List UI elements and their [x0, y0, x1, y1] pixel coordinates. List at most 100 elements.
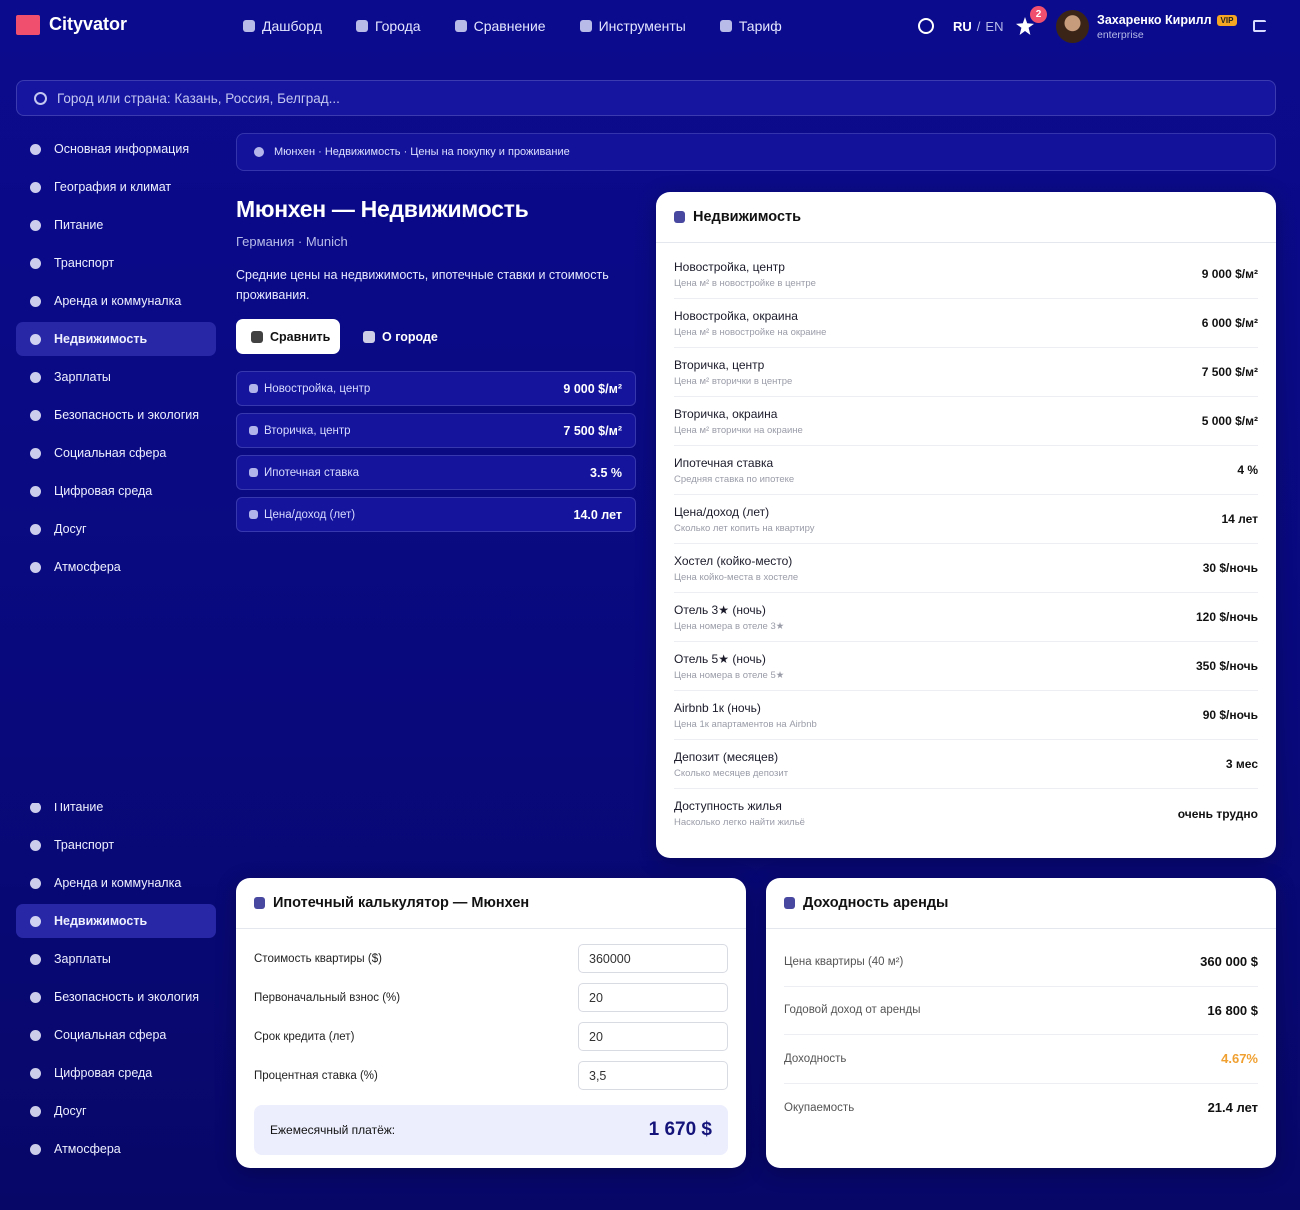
- sidebar-item[interactable]: Досуг: [16, 1094, 216, 1128]
- row-name: Новостройка, центр: [674, 259, 785, 274]
- sidebar-item[interactable]: Питание: [16, 803, 216, 824]
- row-value: 9 000 $/м²: [1201, 267, 1258, 281]
- row-value: 6 000 $/м²: [1201, 316, 1258, 330]
- stat-row: Вторичка, центр 7 500 $/м²: [236, 413, 636, 448]
- logout[interactable]: [1253, 20, 1266, 32]
- sidebar-item[interactable]: Цифровая среда: [16, 1056, 216, 1090]
- sidebar-icon: [30, 877, 41, 889]
- compare-button[interactable]: Сравнить: [236, 319, 340, 354]
- search-icon[interactable]: [918, 18, 934, 34]
- sidebar-item[interactable]: География и климат: [16, 170, 216, 204]
- row-value: 7 500 $/м²: [1201, 365, 1258, 379]
- yield-card: Доходность аренды Цена квартиры (40 м²) 3…: [766, 878, 1276, 1168]
- row-name: Вторичка, центр: [674, 357, 765, 372]
- sidebar-item[interactable]: Досуг: [16, 512, 216, 546]
- sidebar-item[interactable]: Транспорт: [16, 828, 216, 862]
- sidebar-item[interactable]: Зарплаты: [16, 942, 216, 976]
- lang-sep: /: [976, 19, 981, 34]
- row-text: Новостройка, окраина Цена м² в новостройк…: [674, 309, 826, 338]
- sidebar-list: Питание Транспорт Аренда и коммуналка Недви…: [16, 803, 216, 1166]
- row-text: Ипотечная ставка Средняя ставка по ипотек…: [674, 456, 794, 485]
- sidebar-item[interactable]: Питание: [16, 208, 216, 242]
- card-header: Ипотечный калькулятор — Мюнхен: [236, 878, 746, 929]
- row-name: Отель 3★ (ночь): [674, 602, 766, 617]
- nav-label: Дашборд: [262, 18, 322, 34]
- row-text: Депозит (месяцев) Сколько месяцев депозит: [674, 750, 788, 779]
- sidebar-item[interactable]: Недвижимость: [16, 322, 216, 356]
- field-input[interactable]: 20: [578, 983, 728, 1012]
- notif-badge: 2: [1030, 6, 1047, 23]
- sidebar-item[interactable]: Аренда и коммуналка: [16, 866, 216, 900]
- field-label: Срок кредита (лет): [254, 1030, 355, 1043]
- sidebar-icon: [30, 219, 41, 231]
- yield-value: 4.67%: [1221, 1051, 1258, 1067]
- nav-item[interactable]: Инструменты: [579, 18, 686, 34]
- search-box[interactable]: Город или страна: Казань, Россия, Белгра…: [16, 80, 1276, 116]
- user-name: Захаренко Кирилл: [1097, 13, 1212, 27]
- stat-value: 14.0 лет: [573, 507, 623, 522]
- page-subtitle: Германия · Munich: [236, 234, 348, 249]
- card-title: Ипотечный калькулятор — Мюнхен: [273, 895, 530, 911]
- sidebar-label: Аренда и коммуналка: [54, 294, 182, 308]
- field-input[interactable]: 20: [578, 1022, 728, 1051]
- sidebar-label: Недвижимость: [54, 332, 148, 346]
- sidebar-item[interactable]: Цифровая среда: [16, 474, 216, 508]
- nav-icon: [719, 20, 732, 32]
- card-header: Недвижимость: [656, 192, 1276, 243]
- sidebar-label: Атмосфера: [54, 560, 121, 574]
- sidebar-label: Досуг: [54, 522, 87, 536]
- field-label: Стоимость квартиры ($): [254, 952, 382, 965]
- calc-fields: Стоимость квартиры ($) 360000 Первоначальн…: [236, 929, 746, 1095]
- icon: [363, 330, 375, 343]
- logo-icon: [16, 14, 40, 35]
- calc-result: Ежемесячный платёж: 1 670 $: [254, 1105, 728, 1155]
- sidebar-item[interactable]: Основная информация: [16, 132, 216, 166]
- sidebar-icon: [30, 333, 41, 345]
- sidebar-item[interactable]: Транспорт: [16, 246, 216, 280]
- realty-rows: Новостройка, центр Цена м² в новостройке …: [656, 243, 1276, 838]
- nav-item[interactable]: Тариф: [719, 18, 782, 34]
- row-desc: Цена м² вторички в центре: [674, 375, 793, 387]
- realty-row: Доступность жилья Насколько легко найти ж…: [674, 789, 1258, 838]
- sidebar-item[interactable]: Безопасность и экология: [16, 980, 216, 1014]
- nav-item[interactable]: Дашборд: [243, 18, 322, 34]
- nav-item[interactable]: Города: [355, 18, 421, 34]
- sidebar-icon: [30, 295, 41, 307]
- row-desc: Сколько месяцев депозит: [674, 767, 789, 779]
- sidebar-item[interactable]: Безопасность и экология: [16, 398, 216, 432]
- row-desc: Цена м² вторички на окраине: [674, 424, 803, 436]
- field-input[interactable]: 360000: [578, 944, 728, 973]
- sidebar-item[interactable]: Недвижимость: [16, 904, 216, 938]
- sidebar-label: Социальная сфера: [54, 446, 167, 460]
- avatar[interactable]: [1056, 10, 1089, 43]
- nav-label: Сравнение: [473, 18, 546, 34]
- row-name: Новостройка, окраина: [674, 308, 798, 323]
- sidebar-item[interactable]: Атмосфера: [16, 550, 216, 584]
- button-label: О городе: [382, 329, 438, 344]
- lang-en[interactable]: EN: [985, 19, 1004, 34]
- row-desc: Сколько лет копить на квартиру: [674, 522, 815, 534]
- about-button[interactable]: О городе: [348, 319, 453, 354]
- vip-badge: VIP: [1216, 14, 1238, 26]
- sidebar-item[interactable]: Аренда и коммуналка: [16, 284, 216, 318]
- realty-row: Отель 5★ (ночь) Цена номера в отеле 5★ 350…: [674, 642, 1258, 691]
- breadcrumb-text: Мюнхен · Недвижимость · Цены на покупку …: [274, 146, 570, 158]
- yield-label: Окупаемость: [784, 1101, 855, 1114]
- sidebar-item[interactable]: Социальная сфера: [16, 1018, 216, 1052]
- stat-icon: [249, 510, 258, 519]
- lang-switch: RU / EN: [953, 19, 1003, 34]
- sidebar-icon: [30, 1143, 41, 1155]
- sidebar-item[interactable]: Зарплаты: [16, 360, 216, 394]
- page-description: Средние цены на недвижимость, ипотечные …: [236, 268, 609, 302]
- field-input[interactable]: 3,5: [578, 1061, 728, 1090]
- sidebar-item[interactable]: Социальная сфера: [16, 436, 216, 470]
- yield-label: Доходность: [784, 1052, 847, 1065]
- logo[interactable]: Cityvator: [16, 14, 127, 35]
- search-icon: [34, 91, 47, 105]
- row-name: Airbnb 1к (ночь): [674, 700, 761, 715]
- sidebar-item[interactable]: Атмосфера: [16, 1132, 216, 1166]
- row-value: 90 $/ночь: [1202, 708, 1258, 722]
- realty-row: Вторичка, центр Цена м² вторички в центре…: [674, 348, 1258, 397]
- lang-ru[interactable]: RU: [953, 19, 972, 34]
- nav-item[interactable]: Сравнение: [454, 18, 546, 34]
